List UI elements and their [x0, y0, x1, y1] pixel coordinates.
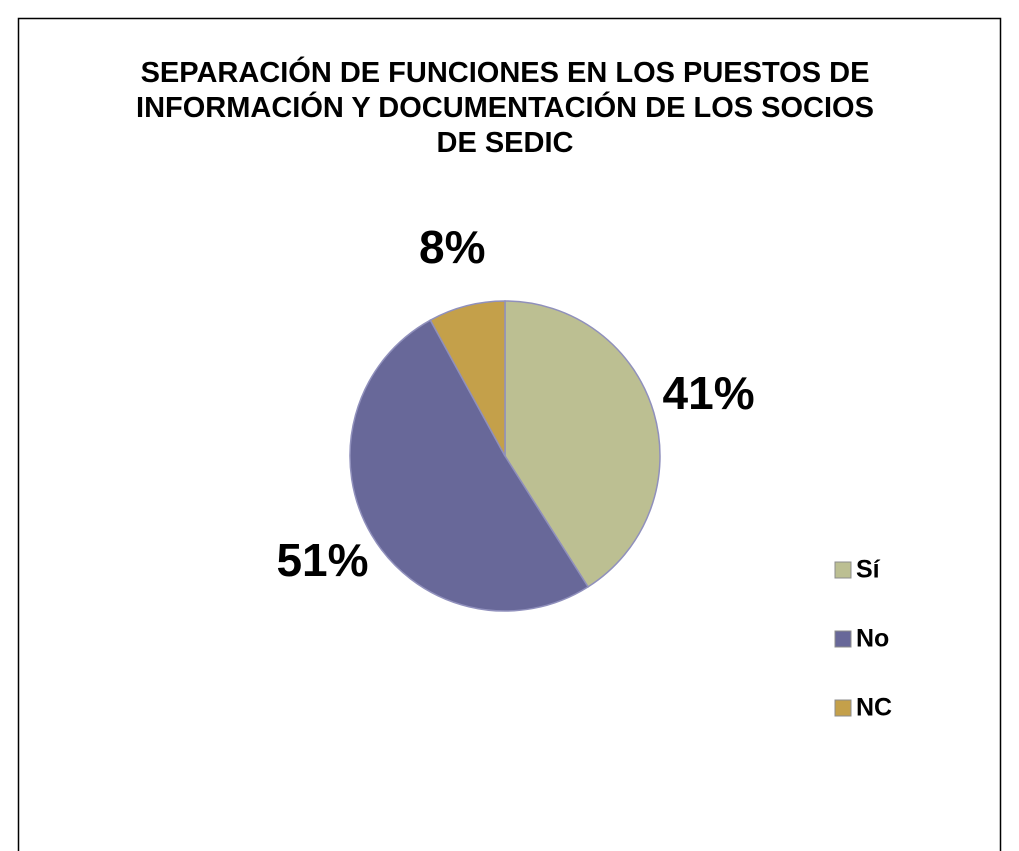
legend-swatch: [834, 561, 852, 579]
legend-swatch: [834, 699, 852, 717]
legend-label: Sí: [856, 556, 881, 584]
legend-label: NC: [856, 694, 892, 722]
data-label: 41%: [663, 367, 755, 419]
legend-swatch: [834, 630, 852, 648]
legend-label: No: [856, 625, 889, 653]
data-label: 51%: [276, 534, 368, 586]
pie-slice: [429, 300, 506, 457]
pie-slice: [504, 300, 661, 588]
data-label: 8%: [419, 221, 485, 273]
chart-frame: [17, 17, 1002, 851]
pie-slice: [349, 319, 590, 612]
chart-title: SEPARACIÓN DE FUNCIONES EN LOS PUESTOS D…: [136, 57, 874, 159]
